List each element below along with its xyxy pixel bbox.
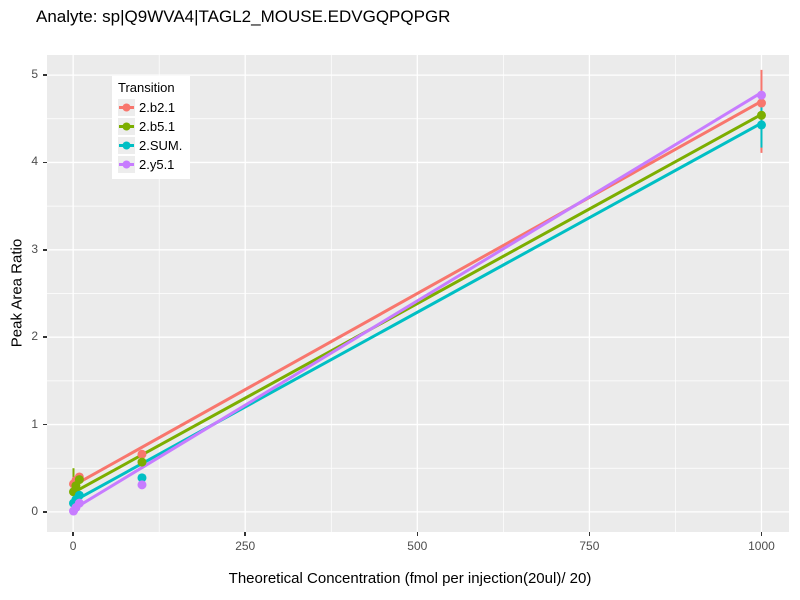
legend-swatch-icon <box>119 160 134 169</box>
legend-key-icon <box>118 118 135 135</box>
y-tick-mark <box>43 511 47 513</box>
data-point-2.y5.1 <box>74 498 84 508</box>
y-tick-mark <box>43 74 47 76</box>
y-tick-label: 0 <box>31 503 38 518</box>
y-tick-label: 2 <box>31 329 38 344</box>
data-point-2.b5.1 <box>74 475 84 485</box>
y-tick-mark <box>43 336 47 338</box>
x-axis-label: Theoretical Concentration (fmol per inje… <box>228 570 592 587</box>
legend-swatch-icon <box>119 103 134 112</box>
x-tick-label: 500 <box>407 539 428 553</box>
data-point-2.b2.1 <box>137 449 147 459</box>
y-tick-mark <box>43 161 47 164</box>
x-tick-label: 1000 <box>748 539 775 553</box>
legend-item-label: 2.SUM. <box>139 138 183 153</box>
chart-title: Analyte: sp|Q9WVA4|TAGL2_MOUSE.EDVGQPQPG… <box>36 7 451 26</box>
x-tick-mark <box>72 532 74 536</box>
legend-item-label: 2.b2.1 <box>139 100 176 115</box>
y-tick-label: 4 <box>31 154 38 169</box>
legend-swatch-icon <box>119 141 134 150</box>
legend-item-2.y5.1: 2.y5.1 <box>118 155 182 174</box>
x-tick-label: 750 <box>579 539 600 553</box>
legend-key-icon <box>118 156 135 173</box>
y-tick-mark <box>43 423 47 426</box>
legend-key-icon <box>118 99 135 116</box>
data-point-2.SUM. <box>137 473 147 483</box>
x-tick-label: 0 <box>69 539 77 553</box>
legend-item-label: 2.y5.1 <box>139 157 175 172</box>
legend-item-label: 2.b5.1 <box>139 119 176 134</box>
y-tick-label: 3 <box>31 241 38 256</box>
legend-title: Transition <box>118 80 175 95</box>
plot-panel <box>47 55 789 532</box>
data-point-2.y5.1 <box>756 90 766 100</box>
legend-swatch-icon <box>119 122 134 131</box>
data-point-2.b2.1 <box>756 98 766 108</box>
x-tick-mark <box>588 532 591 536</box>
legend: Transition 2.b2.1 2.b5.1 2.SUM. 2.y5.1 <box>112 76 191 179</box>
trend-line-2.b5.1 <box>71 112 763 495</box>
data-point-2.b5.1 <box>756 110 766 120</box>
x-tick-mark <box>416 532 419 536</box>
data-point-2.SUM. <box>74 490 84 500</box>
legend-item-2.b2.1: 2.b2.1 <box>118 98 182 117</box>
y-tick-label: 5 <box>31 67 38 82</box>
y-tick-label: 1 <box>31 416 38 431</box>
legend-item-2.SUM.: 2.SUM. <box>118 136 182 155</box>
trend-line-2.y5.1 <box>71 91 763 511</box>
legend-key-icon <box>118 137 135 154</box>
legend-item-2.b5.1: 2.b5.1 <box>118 117 182 136</box>
trend-line-2.b2.1 <box>71 99 763 488</box>
data-point-2.y5.1 <box>137 480 147 490</box>
y-tick-mark <box>43 249 47 251</box>
data-point-2.SUM. <box>756 120 766 130</box>
data-point-2.b5.1 <box>137 457 147 467</box>
y-axis-label: Peak Area Ratio <box>8 238 26 348</box>
x-tick-mark <box>760 532 763 536</box>
x-tick-mark <box>244 532 246 536</box>
x-tick-label: 250 <box>235 539 256 553</box>
legend-rows: 2.b2.1 2.b5.1 2.SUM. 2.y5.1 <box>118 98 182 174</box>
